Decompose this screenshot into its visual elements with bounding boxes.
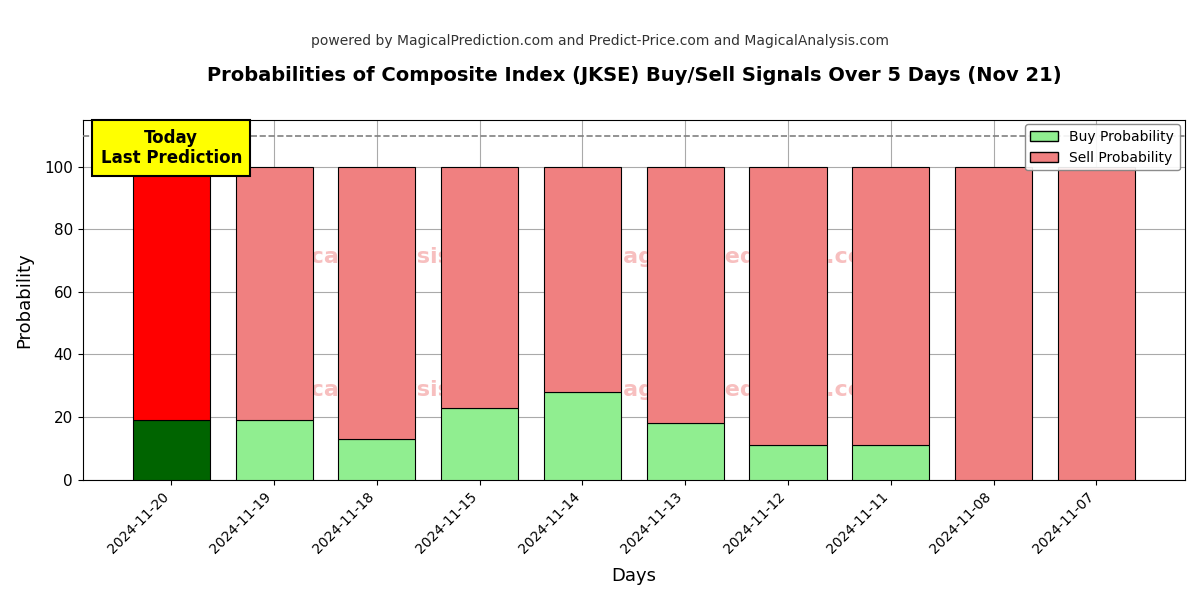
Bar — [235, 420, 313, 479]
Bar — [852, 445, 929, 479]
Y-axis label: Probability: Probability — [14, 252, 34, 347]
Bar — [1058, 167, 1135, 479]
Text: MagicalPrediction.com: MagicalPrediction.com — [601, 247, 887, 266]
Bar — [647, 167, 724, 423]
Bar — [338, 439, 415, 479]
Text: MagicalAnalysis.com: MagicalAnalysis.com — [250, 247, 511, 266]
Bar — [544, 392, 622, 479]
Bar — [235, 167, 313, 420]
Bar — [955, 167, 1032, 479]
Bar — [133, 167, 210, 420]
Bar — [133, 420, 210, 479]
Text: MagicalPrediction.com: MagicalPrediction.com — [601, 380, 887, 400]
Bar — [750, 445, 827, 479]
Bar — [647, 423, 724, 479]
Bar — [338, 167, 415, 439]
Legend: Buy Probability, Sell Probability: Buy Probability, Sell Probability — [1025, 124, 1180, 170]
Text: MagicalAnalysis.com: MagicalAnalysis.com — [250, 380, 511, 400]
Bar — [750, 167, 827, 445]
Title: Probabilities of Composite Index (JKSE) Buy/Sell Signals Over 5 Days (Nov 21): Probabilities of Composite Index (JKSE) … — [206, 66, 1061, 85]
Bar — [442, 167, 518, 407]
Text: Today
Last Prediction: Today Last Prediction — [101, 128, 242, 167]
Bar — [852, 167, 929, 445]
Bar — [544, 167, 622, 392]
Text: powered by MagicalPrediction.com and Predict-Price.com and MagicalAnalysis.com: powered by MagicalPrediction.com and Pre… — [311, 34, 889, 48]
Bar — [442, 407, 518, 479]
X-axis label: Days: Days — [611, 567, 656, 585]
